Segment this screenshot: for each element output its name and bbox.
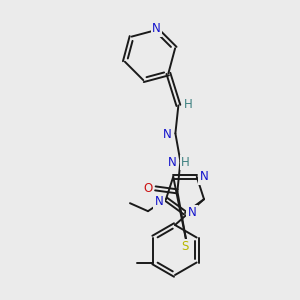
Text: N: N — [168, 156, 177, 169]
Text: N: N — [154, 195, 164, 208]
Text: N: N — [200, 170, 208, 183]
Text: H: H — [184, 98, 193, 111]
Text: N: N — [188, 206, 196, 220]
Text: N: N — [163, 128, 172, 141]
Text: H: H — [181, 156, 190, 169]
Text: O: O — [144, 182, 153, 195]
Text: S: S — [182, 240, 189, 253]
Text: N: N — [152, 22, 161, 35]
